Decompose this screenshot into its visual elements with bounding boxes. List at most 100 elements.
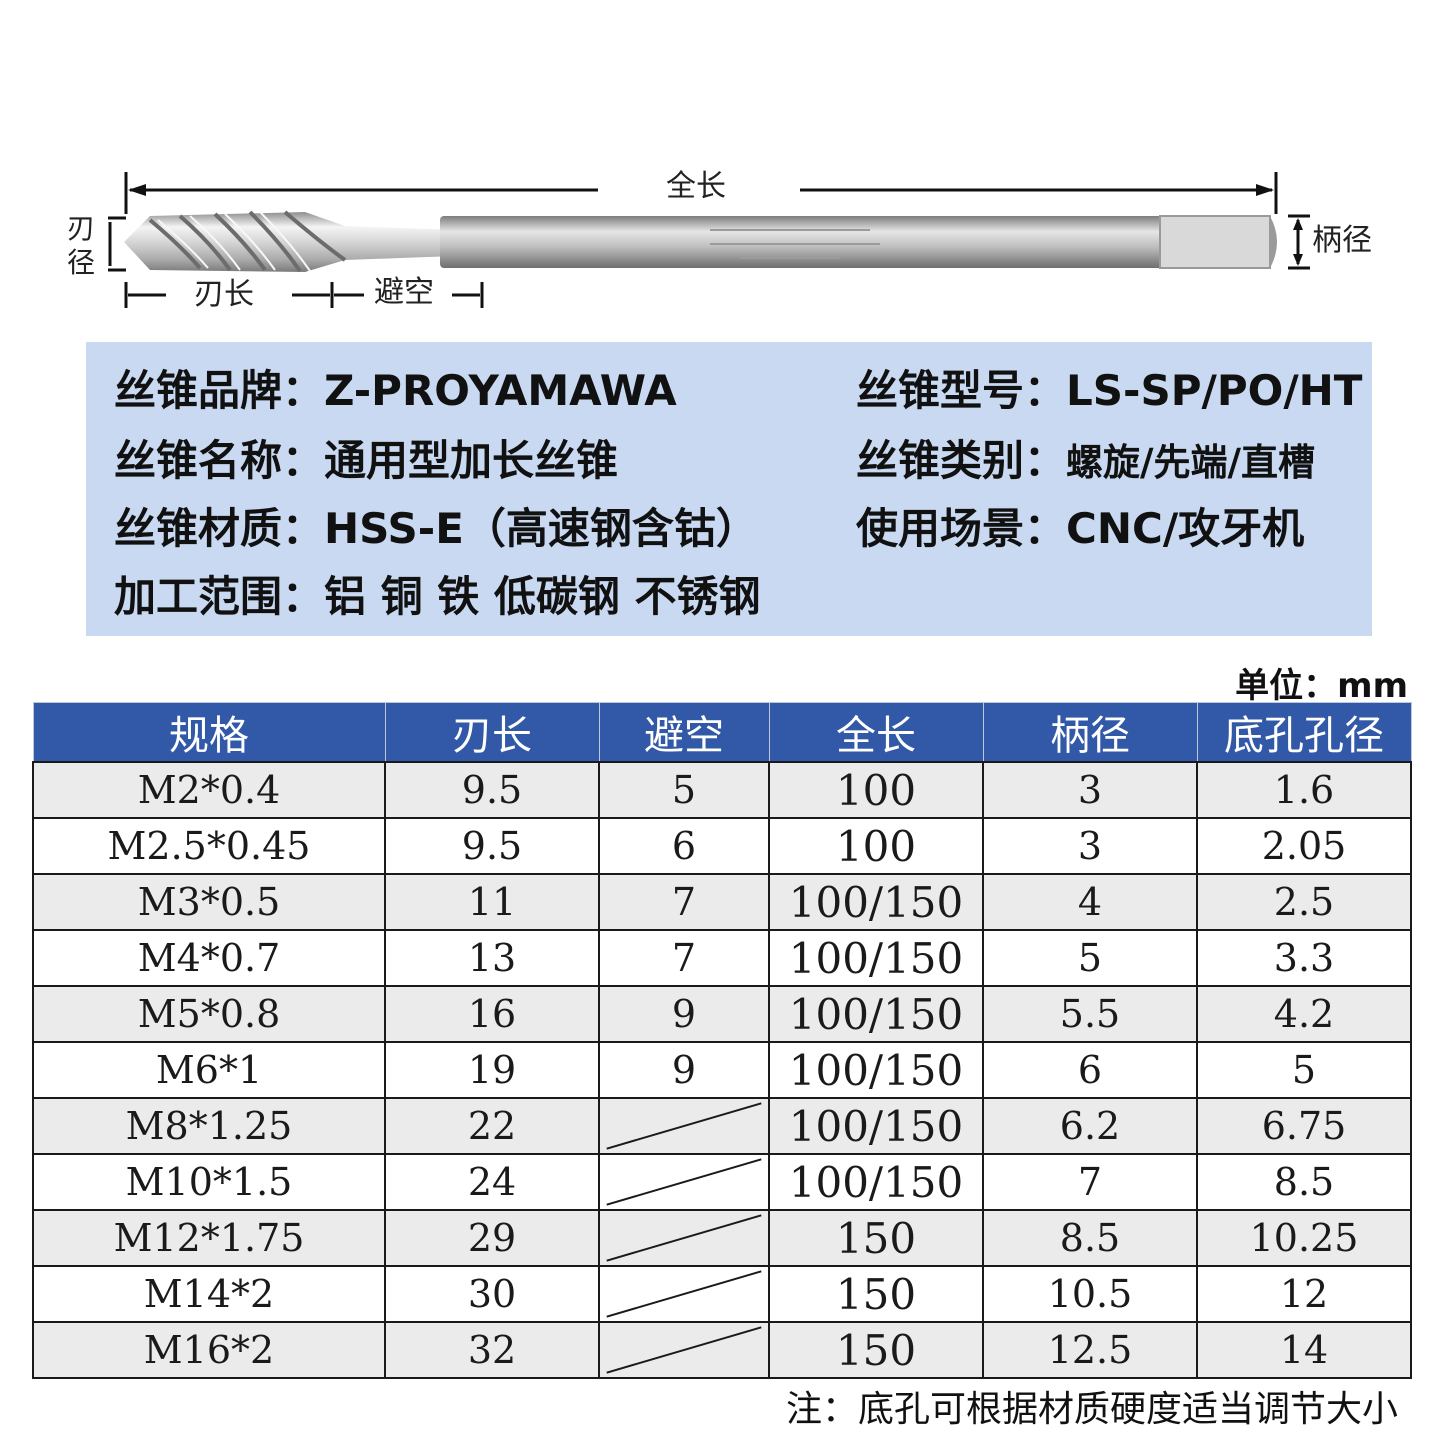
cell-clearance-empty: [598, 1321, 770, 1379]
table-row: M4*0.7 13 7 100/150 5 3.3: [32, 929, 1412, 987]
cell-hole-diameter: 4.2: [1196, 985, 1412, 1043]
cell-shank-diameter: 10.5: [982, 1265, 1198, 1323]
unit-label: 单位：mm: [1235, 666, 1408, 706]
cell-total-length: 150: [768, 1209, 984, 1267]
size-spec-table: 规格 刃长 避空 全长 柄径 底孔孔径 M2*0.4 9.5 5 100 3 1.6 M2.…: [32, 702, 1412, 1379]
cell-shank-diameter: 4: [982, 873, 1198, 931]
header-hole-diameter: 底孔孔径: [1196, 702, 1412, 763]
spec-brand-key: 丝锥品牌：: [114, 366, 325, 415]
cell-size: M14*2: [32, 1265, 386, 1323]
cell-hole-diameter: 6.75: [1196, 1097, 1412, 1155]
cell-size: M12*1.75: [32, 1209, 386, 1267]
cell-blade-length: 29: [384, 1209, 600, 1267]
total-length-label: 全长: [666, 169, 726, 204]
cell-shank-diameter: 3: [982, 761, 1198, 819]
spec-material-key: 丝锥材质：: [114, 504, 325, 553]
cell-shank-diameter: 6: [982, 1041, 1198, 1099]
cell-hole-diameter: 2.5: [1196, 873, 1412, 931]
cell-blade-length: 24: [384, 1153, 600, 1211]
spec-range-value: 铝 铜 铁 低碳钢 不锈钢: [324, 572, 761, 621]
blade-diameter-label: 刃径: [66, 212, 95, 279]
footnote: 注：底孔可根据材质硬度适当调节大小: [785, 1389, 1398, 1430]
header-size: 规格: [32, 702, 386, 763]
cell-total-length: 150: [768, 1321, 984, 1379]
table-row: M3*0.5 11 7 100/150 4 2.5: [32, 873, 1412, 931]
empty-slash: [600, 1323, 768, 1377]
cell-total-length: 100/150: [768, 1041, 984, 1099]
cell-clearance-empty: [598, 1265, 770, 1323]
cell-shank-diameter: 3: [982, 817, 1198, 875]
cell-size: M10*1.5: [32, 1153, 386, 1211]
cell-size: M8*1.25: [32, 1097, 386, 1155]
cell-total-length: 100/150: [768, 1097, 984, 1155]
cell-blade-length: 32: [384, 1321, 600, 1379]
cell-hole-diameter: 8.5: [1196, 1153, 1412, 1211]
cell-shank-diameter: 6.2: [982, 1097, 1198, 1155]
cell-shank-diameter: 7: [982, 1153, 1198, 1211]
spec-model: 丝锥型号：LS-SP/PO/HT: [856, 370, 1362, 412]
cell-total-length: 100/150: [768, 1153, 984, 1211]
cell-shank-diameter: 8.5: [982, 1209, 1198, 1267]
cell-blade-length: 19: [384, 1041, 600, 1099]
clearance-label: 避空: [374, 275, 434, 310]
empty-slash: [600, 1211, 768, 1265]
cell-clearance: 7: [598, 873, 770, 931]
empty-slash: [600, 1155, 768, 1209]
shank-diameter-label: 柄径: [1312, 223, 1372, 258]
cell-total-length: 100/150: [768, 929, 984, 987]
cell-blade-length: 16: [384, 985, 600, 1043]
cell-size: M2*0.4: [32, 761, 386, 819]
cell-size: M4*0.7: [32, 929, 386, 987]
header-clearance: 避空: [598, 702, 770, 763]
spec-material-value: HSS-E（高速钢含钴）: [324, 504, 758, 553]
table-row: M16*2 32 150 12.5 14: [32, 1321, 1412, 1379]
header-blade-length: 刃长: [384, 702, 600, 763]
table-row: M6*1 19 9 100/150 6 5: [32, 1041, 1412, 1099]
cell-size: M2.5*0.45: [32, 817, 386, 875]
spec-range-key: 加工范围：: [114, 572, 325, 621]
cell-size: M3*0.5: [32, 873, 386, 931]
spec-range: 加工范围：铝 铜 铁 低碳钢 不锈钢: [114, 576, 761, 618]
table-row: M14*2 30 150 10.5 12: [32, 1265, 1412, 1323]
spec-usage: 使用场景：CNC/攻牙机: [856, 508, 1304, 550]
table-row: M2.5*0.45 9.5 6 100 3 2.05: [32, 817, 1412, 875]
tap-illustration: [108, 172, 1310, 308]
cell-size: M5*0.8: [32, 985, 386, 1043]
table-row: M2*0.4 9.5 5 100 3 1.6: [32, 761, 1412, 819]
spec-name-value: 通用型加长丝锥: [324, 436, 619, 485]
empty-slash: [600, 1099, 768, 1153]
cell-total-length: 100/150: [768, 985, 984, 1043]
cell-shank-diameter: 5.5: [982, 985, 1198, 1043]
cell-clearance-empty: [598, 1153, 770, 1211]
table-row: M12*1.75 29 150 8.5 10.25: [32, 1209, 1412, 1267]
cell-hole-diameter: 3.3: [1196, 929, 1412, 987]
spec-model-key: 丝锥型号：: [856, 366, 1067, 415]
cell-size: M16*2: [32, 1321, 386, 1379]
table-header-row: 规格 刃长 避空 全长 柄径 底孔孔径: [32, 702, 1412, 763]
cell-total-length: 150: [768, 1265, 984, 1323]
cell-shank-diameter: 12.5: [982, 1321, 1198, 1379]
spec-name-key: 丝锥名称：: [114, 436, 325, 485]
cell-clearance: 7: [598, 929, 770, 987]
cell-clearance: 9: [598, 1041, 770, 1099]
cell-total-length: 100: [768, 817, 984, 875]
header-total-length: 全长: [768, 702, 984, 763]
table-row: M8*1.25 22 100/150 6.2 6.75: [32, 1097, 1412, 1155]
cell-blade-length: 22: [384, 1097, 600, 1155]
cell-blade-length: 30: [384, 1265, 600, 1323]
empty-slash: [600, 1267, 768, 1321]
cell-clearance-empty: [598, 1209, 770, 1267]
spec-usage-key: 使用场景：: [856, 504, 1067, 553]
cell-clearance-empty: [598, 1097, 770, 1155]
cell-hole-diameter: 10.25: [1196, 1209, 1412, 1267]
cell-shank-diameter: 5: [982, 929, 1198, 987]
cell-hole-diameter: 12: [1196, 1265, 1412, 1323]
cell-hole-diameter: 14: [1196, 1321, 1412, 1379]
cell-total-length: 100: [768, 761, 984, 819]
cell-hole-diameter: 2.05: [1196, 817, 1412, 875]
cell-clearance: 6: [598, 817, 770, 875]
tap-dimension-diagram: 全长 刃径 刃长 避空 柄径: [0, 150, 1440, 320]
table-row: M5*0.8 16 9 100/150 5.5 4.2: [32, 985, 1412, 1043]
table-row: M10*1.5 24 100/150 7 8.5: [32, 1153, 1412, 1211]
table-body: M2*0.4 9.5 5 100 3 1.6 M2.5*0.45 9.5 6 100 3 2.05 M3…: [32, 761, 1412, 1379]
